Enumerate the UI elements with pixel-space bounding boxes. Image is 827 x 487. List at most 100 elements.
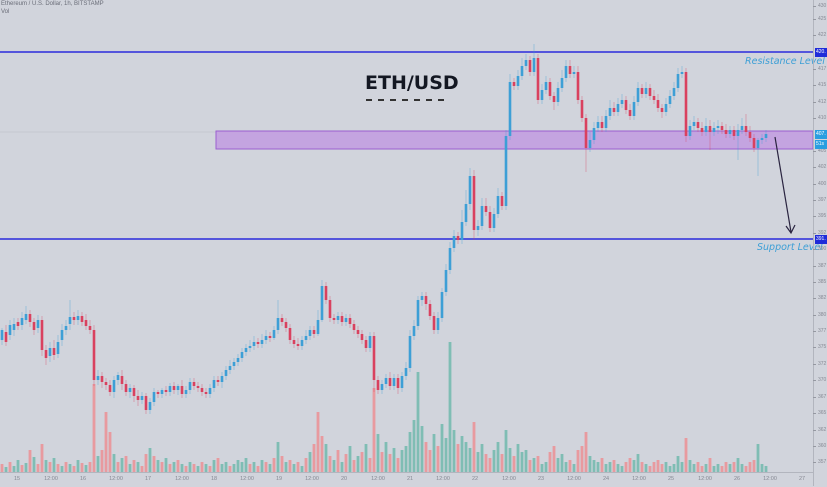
volume-bar — [304, 458, 308, 472]
up-candle — [672, 82, 676, 100]
tick-mark — [813, 118, 816, 119]
price-tick-label: 410 — [818, 115, 827, 121]
down-candle — [348, 314, 352, 328]
volume-bar — [80, 463, 84, 472]
up-candle — [420, 292, 424, 306]
down-candle — [324, 282, 328, 304]
down-candle — [352, 320, 356, 334]
volume-bar — [276, 442, 280, 472]
price-tick-label: 415 — [818, 82, 827, 88]
tick-mark — [813, 462, 816, 463]
resistance-level-label[interactable]: Resistance Level — [745, 56, 825, 67]
tick-mark — [813, 233, 816, 234]
volume-bar — [84, 465, 88, 472]
volume-bar — [580, 446, 584, 472]
down-candle — [628, 104, 632, 120]
time-tick-label: 27 — [798, 476, 806, 482]
volume-bar — [564, 462, 568, 472]
volume-bar — [512, 456, 516, 472]
volume-bar — [324, 444, 328, 472]
up-candle — [492, 208, 496, 232]
volume-bar — [644, 464, 648, 472]
volume-bar — [524, 450, 528, 472]
volume-bar — [528, 460, 532, 472]
down-candle — [424, 292, 428, 310]
down-candle — [600, 116, 604, 132]
price-tag: 51s — [815, 139, 827, 149]
up-candle — [448, 242, 452, 274]
up-candle — [404, 362, 408, 380]
tick-mark — [813, 298, 816, 299]
volume-bar — [12, 466, 16, 472]
down-candle — [652, 90, 656, 104]
up-candle — [384, 374, 388, 388]
volume-bar — [148, 448, 152, 472]
down-candle — [180, 380, 184, 398]
volume-bar — [396, 458, 400, 472]
volume-bar — [428, 450, 432, 472]
down-arrow-icon[interactable] — [774, 136, 796, 235]
volume-bar — [440, 424, 444, 472]
price-tick-label: 392 — [818, 230, 827, 236]
down-candle — [156, 390, 160, 398]
price-tick-label: 387 — [818, 263, 827, 269]
volume-bar — [332, 460, 336, 472]
up-candle — [440, 288, 444, 322]
up-candle — [176, 384, 180, 395]
up-candle — [464, 190, 468, 226]
volume-bar — [352, 460, 356, 472]
volume-bar — [380, 452, 384, 472]
volume-bar — [356, 456, 360, 472]
up-candle — [380, 380, 384, 394]
supply-demand-zone[interactable] — [215, 130, 813, 150]
up-candle — [12, 318, 16, 336]
volume-bar — [16, 460, 20, 472]
chart-title[interactable]: ETH/USD — [365, 72, 459, 94]
volume-bar — [300, 466, 304, 472]
volume-bar — [36, 464, 40, 472]
time-tick-label: 12:00 — [502, 476, 516, 482]
volume-bar — [204, 464, 208, 472]
volume-bar — [116, 462, 120, 472]
time-axis[interactable] — [0, 472, 813, 487]
volume-bar — [492, 450, 496, 472]
up-candle — [68, 300, 72, 330]
price-tick-label: 382 — [818, 295, 827, 301]
up-candle — [412, 320, 416, 340]
volume-bar — [420, 426, 424, 472]
time-tick-label: 12:00 — [436, 476, 450, 482]
price-axis[interactable] — [813, 0, 827, 486]
volume-bar — [284, 462, 288, 472]
up-candle — [688, 120, 692, 140]
up-candle — [168, 383, 172, 396]
price-tick-label: 390 — [818, 246, 827, 252]
price-tick-label: 395 — [818, 213, 827, 219]
up-candle — [540, 84, 544, 104]
down-candle — [340, 312, 344, 326]
down-candle — [656, 94, 660, 112]
down-candle — [428, 300, 432, 320]
up-candle — [224, 366, 228, 380]
volume-bar — [176, 460, 180, 472]
tick-mark — [813, 315, 816, 316]
down-candle — [612, 102, 616, 116]
down-candle — [724, 124, 728, 138]
down-candle — [332, 314, 336, 324]
tick-mark — [813, 35, 816, 36]
volume-bar — [640, 462, 644, 472]
down-candle — [120, 370, 124, 390]
price-plot[interactable] — [0, 0, 813, 472]
up-candle — [112, 376, 116, 398]
down-candle — [288, 324, 292, 344]
volume-bar — [160, 462, 164, 472]
down-candle — [360, 330, 364, 344]
up-candle — [160, 388, 164, 398]
support-level-label[interactable]: Support Level — [757, 242, 823, 253]
down-candle — [256, 338, 260, 348]
volume-bar — [360, 452, 364, 472]
price-tick-label: 417 — [818, 66, 827, 72]
volume-bar — [168, 464, 172, 472]
price-tick-label: 362 — [818, 427, 827, 433]
volume-bar — [216, 458, 220, 472]
